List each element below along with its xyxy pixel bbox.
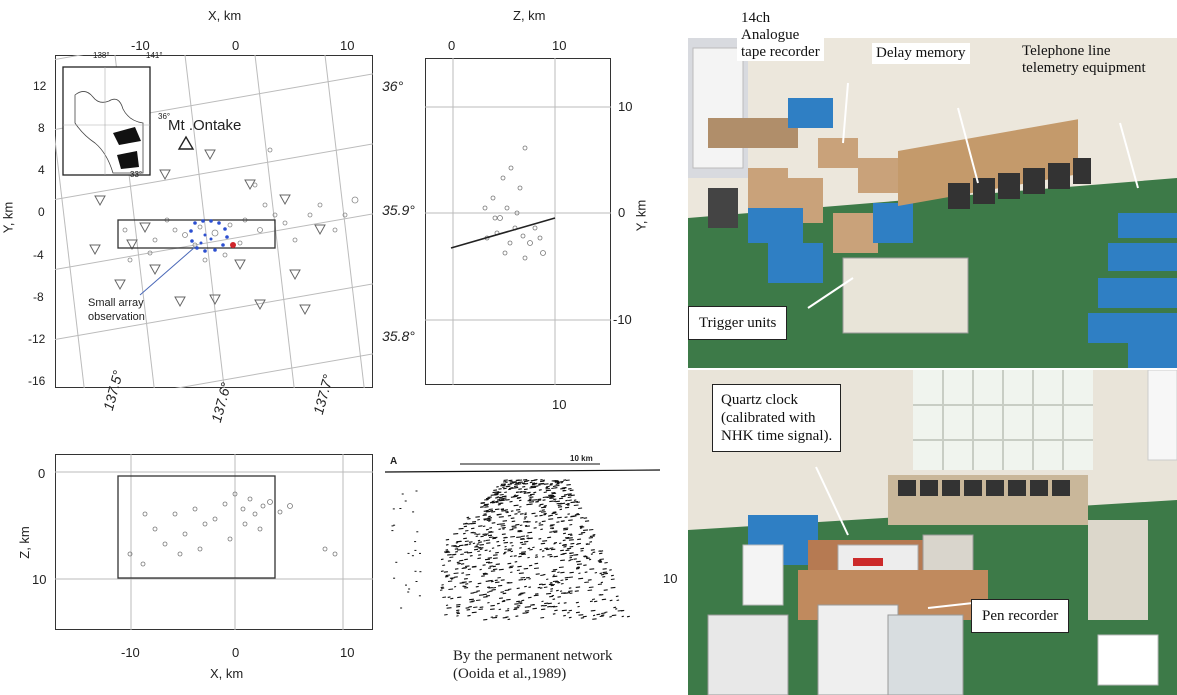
map-plan-x-label: X, km	[208, 8, 242, 23]
array-stations	[189, 219, 229, 253]
y-tick-4: 4	[38, 163, 45, 177]
section-xz-x-10: 10	[340, 645, 355, 660]
section-yz-y-m10: -10	[613, 312, 632, 327]
y-tick-m16: -16	[28, 374, 46, 388]
red-event-marker	[230, 242, 236, 248]
lat-35-9: 35.9°	[382, 202, 415, 218]
label-tape-recorder: 14ch Analogue tape recorder	[737, 10, 824, 61]
arrows-top	[807, 82, 1139, 309]
section-xz-y-label: Z, km	[16, 526, 32, 559]
inset-lat-33: 33°	[130, 170, 143, 179]
section-yz-bottom-tick: 10	[552, 397, 567, 412]
y-tick-12: 12	[33, 79, 47, 93]
section-yz: Z, km 0 10 10 0 -10 Y, km 10	[400, 0, 660, 420]
section-yz-frame	[425, 58, 611, 385]
permanent-network-plot	[385, 463, 661, 621]
inset-lon-141: 141°	[146, 51, 163, 60]
map-plan-x-tick-1: -10	[131, 38, 150, 53]
lat-35-8: 35.8°	[382, 328, 415, 344]
section-yz-y-label: Y, km	[633, 199, 649, 232]
section-xz-x-label: X, km	[210, 666, 244, 681]
map-plan-view: X, km -10 0 10 Y, km 12 8 4 0 -4 -8 -12 …	[0, 0, 415, 424]
permanent-network-side-tick: 10	[663, 571, 678, 586]
section-yz-y-0: 0	[618, 205, 626, 220]
section-xz-x-0: 0	[232, 645, 240, 660]
label-pen-recorder: Pen recorder	[971, 599, 1070, 633]
permanent-network-corner: A	[390, 456, 398, 467]
y-tick-0: 0	[38, 205, 45, 219]
inset-lon-138: 138°	[93, 51, 110, 60]
volcano-triangle	[177, 135, 195, 150]
label-delay-memory: Delay memory	[872, 43, 970, 64]
photo-top-scene	[688, 38, 1177, 368]
label-quartz-clock: Quartz clock (calibrated with NHK time s…	[712, 384, 842, 452]
lat-36: 36°	[382, 78, 404, 94]
section-yz-z-0: 0	[448, 38, 456, 53]
hypocenter-dashes	[391, 478, 630, 621]
map-plan-frame	[55, 55, 373, 388]
array-observation-label: Small array observation	[88, 297, 145, 323]
permanent-network-caption: By the permanent network (Ooida et al.,1…	[453, 648, 613, 682]
section-yz-y-10: 10	[618, 99, 633, 114]
label-telemetry: Telephone line telemetry equipment	[1022, 43, 1146, 76]
volcano-label: Mt .Ontake	[168, 117, 242, 134]
section-xz-x-m10: -10	[121, 645, 140, 660]
y-tick-m8: -8	[33, 290, 44, 304]
permanent-network-panel: A 10 km 10 By the permanent network (Ooi…	[385, 450, 678, 695]
map-plan-x-tick-2: 0	[232, 38, 240, 53]
section-yz-x-label: Z, km	[513, 8, 546, 23]
y-tick-m12: -12	[28, 332, 46, 346]
y-tick-m4: -4	[33, 248, 44, 262]
map-plan-y-label: Y, km	[0, 201, 16, 234]
label-trigger-units: Trigger units	[688, 306, 788, 340]
inset-lat-36: 36°	[158, 112, 171, 121]
permanent-network-scale: 10 km	[570, 454, 593, 463]
map-plan-x-tick-3: 10	[340, 38, 355, 53]
section-xz-z-0: 0	[38, 466, 46, 481]
section-xz-z-10: 10	[32, 572, 47, 587]
section-xz: Z, km 0 10 -10 0 10 X, km	[0, 440, 390, 695]
section-yz-z-10: 10	[552, 38, 567, 53]
arrows-bottom	[815, 466, 974, 609]
y-tick-8: 8	[38, 121, 45, 135]
section-xz-frame	[55, 454, 373, 630]
